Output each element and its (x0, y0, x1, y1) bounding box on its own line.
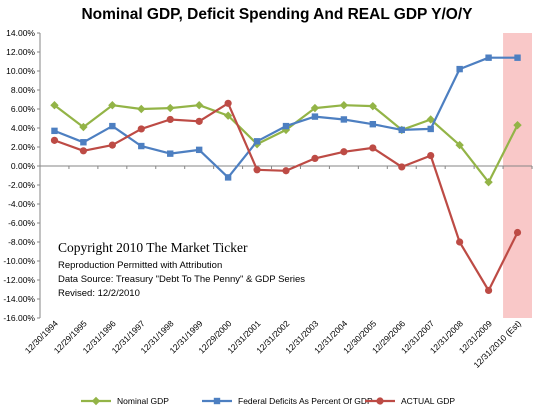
data-point-federal-deficits-as-percent-of-gdp (282, 122, 290, 130)
annotation-layer: Copyright 2010 The Market Ticker Reprodu… (58, 240, 305, 299)
series-layer (50, 54, 522, 295)
estimate-highlight-band (503, 33, 532, 318)
legend-label: ACTUAL GDP (401, 396, 455, 406)
y-tick-label: 2.00% (11, 142, 36, 152)
data-point-federal-deficits-as-percent-of-gdp (369, 121, 377, 128)
data-point-federal-deficits-as-percent-of-gdp (398, 126, 405, 134)
chart-title: Nominal GDP, Deficit Spending And REAL G… (81, 6, 473, 23)
data-point-federal-deficits-as-percent-of-gdp (253, 138, 261, 145)
data-point-actual-gdp (79, 147, 88, 155)
legend: Nominal GDP Federal Deficits As Percent O… (81, 396, 455, 406)
data-point-actual-gdp (484, 286, 493, 295)
data-point-federal-deficits-as-percent-of-gdp (340, 116, 348, 123)
data-point-actual-gdp (427, 151, 435, 160)
data-point-actual-gdp (50, 136, 59, 144)
legend-swatch-marker (91, 396, 101, 406)
data-point-nominal-gdp (484, 177, 493, 187)
data-point-actual-gdp (166, 115, 174, 124)
data-point-actual-gdp (456, 238, 464, 246)
y-tick-label: -10.00% (3, 256, 35, 266)
data-point-nominal-gdp (194, 101, 204, 110)
data-point-nominal-gdp (455, 140, 464, 150)
data-point-federal-deficits-as-percent-of-gdp (51, 127, 58, 135)
y-tick-label: 0.00% (11, 161, 36, 171)
data-point-nominal-gdp (223, 111, 233, 120)
data-point-federal-deficits-as-percent-of-gdp (167, 150, 174, 157)
legend-item-actual-gdp: ACTUAL GDP (365, 396, 455, 406)
y-tick-label: 12.00% (6, 47, 35, 57)
legend-swatch-marker (213, 397, 221, 405)
legend-item-federal-deficits-as-percent-of-gdp: Federal Deficits As Percent Of GDP (202, 396, 373, 406)
y-tick-label: -4.00% (8, 199, 35, 209)
legend-label: Nominal GDP (117, 396, 169, 406)
data-point-actual-gdp (311, 154, 319, 162)
data-point-actual-gdp (137, 125, 145, 133)
data-point-actual-gdp (224, 99, 232, 107)
data-point-nominal-gdp (310, 103, 320, 113)
data-point-nominal-gdp (50, 101, 59, 110)
data-point-actual-gdp (282, 167, 290, 175)
data-point-federal-deficits-as-percent-of-gdp (109, 122, 116, 130)
annotation-line-1: Reproduction Permitted with Attribution (58, 260, 222, 271)
data-point-nominal-gdp (166, 103, 175, 113)
data-point-actual-gdp (340, 148, 348, 156)
data-point-actual-gdp (108, 141, 116, 149)
data-point-nominal-gdp (339, 101, 349, 110)
y-tick-label: -12.00% (3, 275, 35, 285)
copyright-annotation: Copyright 2010 The Market Ticker (58, 240, 248, 255)
y-tick-label: 4.00% (11, 123, 36, 133)
legend-swatch-marker (376, 397, 384, 405)
data-point-actual-gdp (195, 117, 203, 125)
series-federal-deficits-as-percent-of-gdp (51, 54, 521, 181)
data-point-federal-deficits-as-percent-of-gdp (311, 113, 319, 120)
data-point-federal-deficits-as-percent-of-gdp (456, 65, 463, 73)
data-point-federal-deficits-as-percent-of-gdp (514, 54, 521, 61)
data-point-federal-deficits-as-percent-of-gdp (224, 174, 232, 181)
data-point-federal-deficits-as-percent-of-gdp (195, 146, 203, 154)
data-point-nominal-gdp (513, 120, 522, 130)
data-point-nominal-gdp (426, 115, 435, 124)
data-point-nominal-gdp (368, 101, 378, 111)
data-point-federal-deficits-as-percent-of-gdp (80, 139, 87, 146)
annotation-line-3: Revised: 12/2/2010 (58, 288, 140, 299)
data-point-actual-gdp (513, 228, 522, 237)
data-point-nominal-gdp (79, 122, 88, 132)
y-tick-label: -2.00% (8, 180, 35, 190)
data-point-actual-gdp (253, 166, 261, 174)
y-tick-label: 6.00% (11, 104, 36, 114)
y-tick-label: 10.00% (6, 66, 35, 76)
data-point-federal-deficits-as-percent-of-gdp (138, 142, 145, 150)
y-tick-label: -14.00% (3, 294, 35, 304)
y-tick-label: -8.00% (8, 237, 35, 247)
legend-item-nominal-gdp: Nominal GDP (81, 396, 169, 406)
data-point-actual-gdp (369, 144, 377, 152)
y-tick-label: 8.00% (11, 85, 36, 95)
y-tick-label: -16.00% (3, 313, 35, 323)
data-point-nominal-gdp (108, 101, 117, 110)
legend-label: Federal Deficits As Percent Of GDP (238, 396, 373, 406)
data-point-nominal-gdp (137, 104, 146, 114)
data-point-federal-deficits-as-percent-of-gdp (427, 125, 434, 133)
y-tick-label: 14.00% (6, 28, 35, 38)
annotation-line-2: Data Source: Treasury "Debt To The Penny… (58, 274, 305, 285)
highlight-layer (503, 33, 532, 318)
y-tick-label: -6.00% (8, 218, 35, 228)
series-actual-gdp (50, 99, 522, 295)
data-point-actual-gdp (398, 163, 406, 171)
data-point-federal-deficits-as-percent-of-gdp (485, 54, 492, 61)
